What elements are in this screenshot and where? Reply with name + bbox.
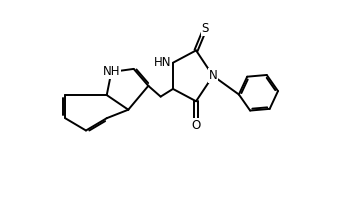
Text: HN: HN	[154, 56, 171, 69]
Text: N: N	[209, 69, 218, 82]
Text: NH: NH	[103, 65, 120, 79]
Text: S: S	[202, 22, 209, 35]
Text: O: O	[192, 119, 201, 132]
